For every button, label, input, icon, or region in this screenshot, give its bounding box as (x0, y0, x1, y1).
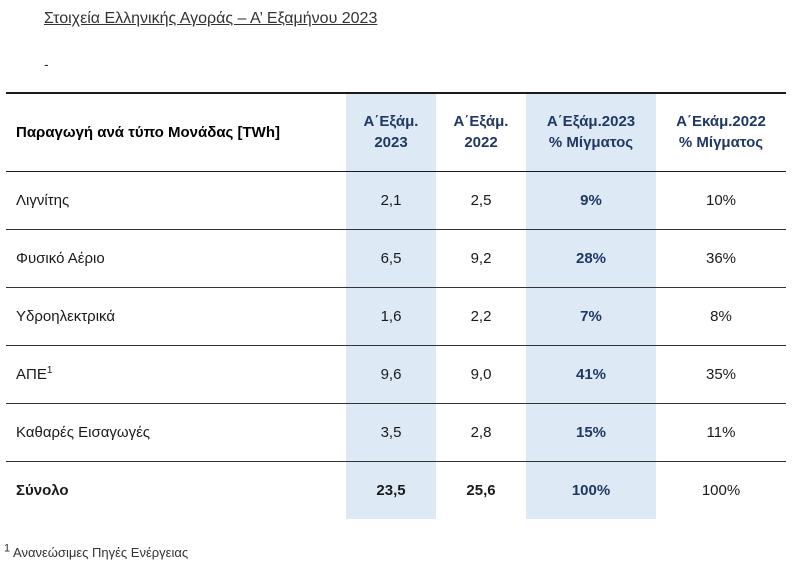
cell-mix-2023: 9% (526, 171, 656, 230)
header-mix-2023-line2: % Μίγματος (548, 134, 634, 152)
dash-marker: - (44, 56, 49, 72)
cell-mix-2023: 7% (526, 287, 656, 346)
cell-h1-2023: 9,6 (346, 345, 436, 404)
cell-mix-2022: 11% (656, 403, 786, 462)
header-h1-2022-line1: Α΄Εξάμ. (453, 113, 509, 131)
table-row: ΑΠΕ1 9,6 9,0 41% 35% (6, 345, 786, 404)
row-label: Φυσικό Αέριο (6, 229, 346, 288)
cell-h1-2023: 2,1 (346, 171, 436, 230)
table-row: Λιγνίτης 2,1 2,5 9% 10% (6, 171, 786, 230)
cell-h1-2022: 2,8 (436, 403, 526, 462)
footnote-text: Ανανεώσιμες Πηγές Ενέργειας (10, 545, 189, 560)
header-h1-2023-line2: 2023 (374, 134, 408, 152)
cell-mix-2022: 36% (656, 229, 786, 288)
row-label: Λιγνίτης (6, 171, 346, 230)
cell-mix-2022: 8% (656, 287, 786, 346)
header-mix-2022: Α΄Εκάμ.2022 % Μίγματος (656, 92, 786, 172)
footnote-marker: 1 (46, 364, 53, 376)
row-label-text: ΑΠΕ (16, 365, 47, 383)
table-row: Φυσικό Αέριο 6,5 9,2 28% 36% (6, 229, 786, 288)
table-total-row: Σύνολο 23,5 25,6 100% 100% (6, 461, 786, 519)
total-h1-2023: 23,5 (346, 461, 436, 519)
total-label: Σύνολο (16, 481, 69, 499)
header-h1-2022: Α΄Εξάμ. 2022 (436, 92, 526, 172)
table-row: Υδροηλεκτρικά 1,6 2,2 7% 8% (6, 287, 786, 346)
cell-h1-2022: 2,2 (436, 287, 526, 346)
total-mix-2023: 100% (526, 461, 656, 519)
cell-h1-2022: 9,0 (436, 345, 526, 404)
cell-mix-2023: 15% (526, 403, 656, 462)
row-label: Υδροηλεκτρικά (6, 287, 346, 346)
cell-h1-2022: 9,2 (436, 229, 526, 288)
header-mix-2023-line1: Α΄Εξάμ.2023 (546, 113, 636, 131)
row-label-res: ΑΠΕ1 (6, 345, 346, 404)
row-label: Καθαρές Εισαγωγές (6, 403, 346, 462)
cell-mix-2023: 28% (526, 229, 656, 288)
total-h1-2022: 25,6 (466, 481, 496, 499)
header-h1-2023: Α΄Εξάμ. 2023 (346, 92, 436, 172)
production-table: Παραγωγή ανά τύπο Μονάδας [TWh] Α΄Εξάμ. … (6, 92, 786, 519)
header-mix-2022-line2: % Μίγματος (678, 134, 764, 152)
header-h1-2023-line1: Α΄Εξάμ. (363, 113, 419, 131)
footnote: 1 Ανανεώσιμες Πηγές Ενέργειας (4, 542, 189, 560)
cell-mix-2022: 35% (656, 345, 786, 404)
table-row: Καθαρές Εισαγωγές 3,5 2,8 15% 11% (6, 403, 786, 462)
cell-h1-2023: 1,6 (346, 287, 436, 346)
page-title: Στοιχεία Ελληνικής Αγοράς – Α’ Εξαμήνου … (44, 10, 378, 27)
cell-h1-2022: 2,5 (436, 171, 526, 230)
cell-h1-2023: 6,5 (346, 229, 436, 288)
cell-mix-2022: 10% (656, 171, 786, 230)
header-mix-2022-line1: Α΄Εκάμ.2022 (676, 113, 766, 131)
cell-mix-2023: 41% (526, 345, 656, 404)
total-mix-2022: 100% (701, 481, 741, 499)
table-header-row: Παραγωγή ανά τύπο Μονάδας [TWh] Α΄Εξάμ. … (6, 92, 786, 172)
cell-h1-2023: 3,5 (346, 403, 436, 462)
footnote-number: 1 (4, 542, 11, 555)
header-production-type: Παραγωγή ανά τύπο Μονάδας [TWh] (6, 92, 346, 172)
header-mix-2023: Α΄Εξάμ.2023 % Μίγματος (526, 92, 656, 172)
header-h1-2022-line2: 2022 (464, 134, 498, 152)
